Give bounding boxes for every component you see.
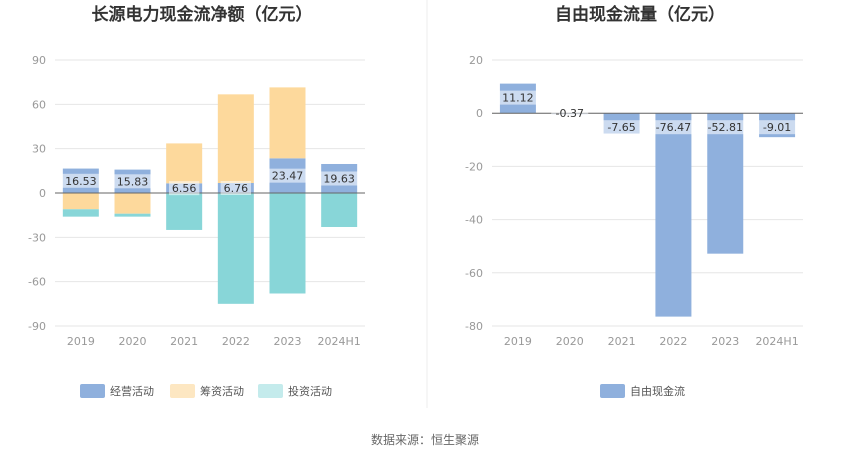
legend-label: 投资活动 [288,384,332,398]
y-tick-label: -30 [28,231,46,244]
bar-investing [269,193,306,294]
bar-financing [269,87,306,159]
data-label-bg [269,168,306,183]
y-tick-label: 0 [39,187,46,200]
x-tick-label: 2021 [170,335,198,348]
bar-investing [114,213,151,217]
y-tick-label: -60 [465,267,483,280]
data-label: -76.47 [656,121,691,134]
data-label: -52.81 [708,121,743,134]
x-tick-label: 2020 [556,335,584,348]
bar-investing [166,193,203,230]
y-tick-label: 20 [469,54,483,67]
legend-swatch [170,384,195,398]
data-label: -0.37 [556,107,584,120]
data-label: 16.53 [65,175,97,188]
data-label: 6.76 [224,182,249,195]
data-label: 23.47 [272,170,304,183]
x-tick-label: 2022 [659,335,687,348]
bar-free-cashflow [655,113,692,317]
y-tick-label: -60 [28,276,46,289]
legend-swatch [80,384,105,398]
y-tick-label: 30 [32,143,46,156]
legend-label: 自由现金流 [630,384,685,398]
x-tick-label: 2019 [67,335,95,348]
x-tick-label: 2024H1 [318,335,361,348]
legend-swatch [258,384,283,398]
bar-free-cashflow [707,113,744,254]
x-tick-label: 2023 [711,335,739,348]
bar-financing [114,193,151,214]
data-label-bg [758,120,796,135]
data-label: -9.01 [763,121,791,134]
data-label-bg [551,106,589,121]
data-label-bg [651,120,696,135]
data-label: -7.65 [607,121,635,134]
y-tick-label: -20 [465,160,483,173]
x-tick-label: 2022 [222,335,250,348]
source-label: 数据来源：恒生聚源 [371,432,479,447]
y-tick-label: 0 [476,107,483,120]
x-tick-label: 2023 [274,335,302,348]
data-label: 15.83 [117,175,149,188]
bar-financing [217,94,254,184]
bar-investing [321,193,358,227]
y-tick-label: 60 [32,98,46,111]
data-label: 6.56 [172,182,197,195]
x-tick-label: 2024H1 [755,335,798,348]
x-tick-label: 2019 [504,335,532,348]
legend-label: 筹资活动 [200,384,244,398]
bar-investing [217,193,254,304]
data-label-bg [703,120,748,135]
legend-swatch [600,384,625,398]
x-tick-label: 2021 [608,335,636,348]
x-tick-label: 2020 [119,335,147,348]
data-label-bg [114,174,151,189]
legend-label: 经营活动 [110,384,154,398]
right-chart-title: 自由现金流量（亿元） [555,4,725,25]
y-tick-label: -80 [465,320,483,333]
data-label-bg [320,171,358,186]
data-label-bg [499,90,537,105]
y-tick-label: -90 [28,320,46,333]
data-label-bg [168,181,200,196]
data-label-bg [220,181,252,196]
data-label: 11.12 [502,92,534,105]
bar-financing [62,193,99,210]
y-tick-label: 90 [32,54,46,67]
data-label-bg [62,173,100,188]
bar-financing [166,143,203,184]
y-tick-label: -40 [465,214,483,227]
left-chart-title: 长源电力现金流净额（亿元） [92,4,313,25]
data-label: 19.63 [323,172,355,185]
bar-investing [62,209,99,217]
data-label-bg [603,120,641,135]
